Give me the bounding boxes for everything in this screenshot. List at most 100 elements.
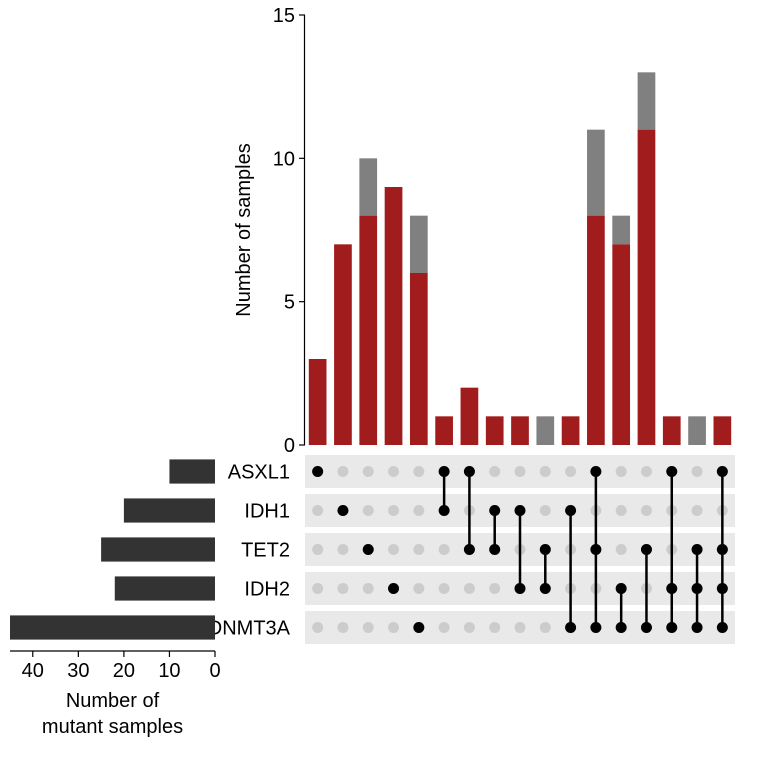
matrix-dot-inactive bbox=[337, 466, 348, 477]
matrix-dot-active bbox=[413, 622, 424, 633]
matrix-dot-active bbox=[616, 583, 627, 594]
matrix-dot-active bbox=[363, 544, 374, 555]
matrix-dot-inactive bbox=[413, 583, 424, 594]
ytick-label: 10 bbox=[273, 148, 295, 170]
matrix-dot-active bbox=[717, 544, 728, 555]
matrix-dot-inactive bbox=[515, 622, 526, 633]
matrix-dot-active bbox=[489, 544, 500, 555]
matrix-dot-inactive bbox=[312, 505, 323, 516]
bar-secondary bbox=[638, 72, 656, 129]
matrix-dot-active bbox=[717, 583, 728, 594]
matrix-dot-inactive bbox=[388, 544, 399, 555]
matrix-dot-inactive bbox=[489, 622, 500, 633]
matrix-dot-inactive bbox=[363, 466, 374, 477]
matrix-dot-active bbox=[489, 505, 500, 516]
matrix-dot-inactive bbox=[337, 544, 348, 555]
bar-primary bbox=[486, 416, 504, 445]
gene-label: IDH1 bbox=[244, 501, 290, 523]
matrix-dot-active bbox=[565, 505, 576, 516]
bar-primary bbox=[714, 416, 732, 445]
matrix-dot-active bbox=[590, 544, 601, 555]
matrix-dot-inactive bbox=[641, 466, 652, 477]
matrix-dot-active bbox=[641, 622, 652, 633]
matrix-dot-inactive bbox=[692, 505, 703, 516]
matrix-dot-inactive bbox=[692, 466, 703, 477]
matrix-dot-active bbox=[464, 466, 475, 477]
matrix-dot-inactive bbox=[363, 622, 374, 633]
matrix-dot-inactive bbox=[388, 505, 399, 516]
hbar bbox=[169, 459, 215, 483]
matrix-dot-active bbox=[641, 544, 652, 555]
matrix-dot-inactive bbox=[616, 544, 627, 555]
matrix-dot-active bbox=[666, 583, 677, 594]
matrix-dot-active bbox=[590, 466, 601, 477]
xtick-label: 40 bbox=[22, 660, 44, 682]
matrix-dot-inactive bbox=[540, 466, 551, 477]
matrix-dot-inactive bbox=[337, 622, 348, 633]
xtick-label: 10 bbox=[158, 660, 180, 682]
matrix-dot-inactive bbox=[388, 466, 399, 477]
matrix-dot-active bbox=[717, 622, 728, 633]
bar-primary bbox=[612, 244, 630, 445]
matrix-dot-active bbox=[515, 505, 526, 516]
bar-primary bbox=[663, 416, 681, 445]
matrix-dot-active bbox=[666, 622, 677, 633]
bar-secondary bbox=[612, 216, 630, 245]
matrix-dot-active bbox=[692, 622, 703, 633]
matrix-dot-inactive bbox=[312, 583, 323, 594]
bar-primary bbox=[410, 273, 428, 445]
matrix-dot-active bbox=[565, 622, 576, 633]
matrix-dot-active bbox=[540, 583, 551, 594]
matrix-dot-active bbox=[439, 505, 450, 516]
matrix-dot-inactive bbox=[439, 583, 450, 594]
hbar bbox=[124, 498, 215, 522]
gene-label: TET2 bbox=[241, 540, 290, 562]
matrix-dot-active bbox=[388, 583, 399, 594]
bar-primary bbox=[587, 216, 605, 445]
matrix-dot-inactive bbox=[439, 622, 450, 633]
matrix-dot-active bbox=[666, 466, 677, 477]
gene-label: ASXL1 bbox=[228, 462, 290, 484]
matrix-dot-active bbox=[717, 466, 728, 477]
top-bar-chart: 051015Number of samples bbox=[233, 5, 731, 457]
bar-primary bbox=[638, 130, 656, 445]
matrix-dot-active bbox=[540, 544, 551, 555]
matrix-dot-inactive bbox=[540, 622, 551, 633]
left-bar-chart: 403020100Number ofmutant samples bbox=[10, 459, 221, 738]
matrix-dot-inactive bbox=[489, 583, 500, 594]
matrix-dot-inactive bbox=[540, 505, 551, 516]
gene-label: IDH2 bbox=[244, 579, 290, 601]
matrix-dot-inactive bbox=[413, 544, 424, 555]
matrix-dot-inactive bbox=[439, 544, 450, 555]
matrix-dot-active bbox=[439, 466, 450, 477]
xtick-label: 0 bbox=[209, 660, 220, 682]
matrix-dot-active bbox=[464, 544, 475, 555]
matrix-dot-inactive bbox=[489, 466, 500, 477]
matrix-dot-inactive bbox=[337, 583, 348, 594]
bar-secondary bbox=[536, 416, 554, 445]
bar-primary bbox=[562, 416, 580, 445]
bar-secondary bbox=[359, 158, 377, 215]
left-chart-xlabel-2: mutant samples bbox=[42, 716, 183, 738]
matrix-dot-inactive bbox=[312, 622, 323, 633]
hbar bbox=[101, 537, 215, 561]
matrix-dot-active bbox=[616, 622, 627, 633]
hbar bbox=[10, 615, 215, 639]
matrix-dot-inactive bbox=[363, 505, 374, 516]
matrix-dot-inactive bbox=[388, 622, 399, 633]
gene-label: DNMT3A bbox=[208, 618, 291, 640]
xtick-label: 20 bbox=[113, 660, 135, 682]
ytick-label: 0 bbox=[284, 435, 295, 457]
ytick-label: 15 bbox=[273, 5, 295, 27]
matrix-dot-inactive bbox=[312, 544, 323, 555]
matrix-dot-inactive bbox=[413, 466, 424, 477]
matrix-dot-inactive bbox=[616, 505, 627, 516]
matrix-dot-active bbox=[590, 622, 601, 633]
bar-secondary bbox=[688, 416, 706, 445]
bar-secondary bbox=[410, 216, 428, 273]
intersection-matrix: ASXL1 IDH1 TET2 IDH2 DNMT3A bbox=[208, 455, 735, 644]
bar-primary bbox=[511, 416, 529, 445]
matrix-dot-inactive bbox=[464, 622, 475, 633]
bar-primary bbox=[435, 416, 453, 445]
matrix-dot-inactive bbox=[363, 583, 374, 594]
